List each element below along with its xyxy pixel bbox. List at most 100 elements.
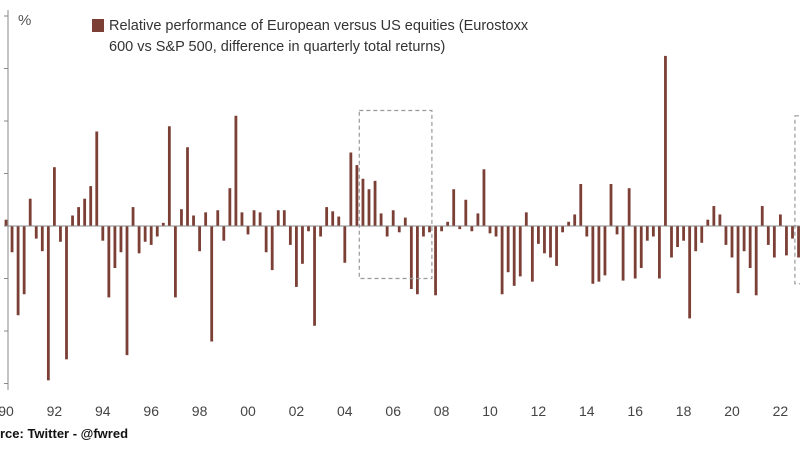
bar [760, 206, 764, 226]
bar [549, 226, 552, 258]
bar [167, 126, 171, 226]
bar [34, 226, 38, 239]
bar [676, 226, 679, 247]
x-tick-label: 06 [385, 403, 401, 419]
bar [71, 215, 74, 226]
x-tick-label: 00 [240, 403, 256, 419]
bar [494, 226, 498, 237]
bar [295, 226, 298, 287]
bar [16, 226, 20, 316]
bar [730, 226, 734, 258]
bar [113, 226, 117, 268]
bar [530, 226, 534, 282]
x-tick-label: 20 [724, 403, 740, 419]
bar [10, 226, 14, 253]
bar [742, 226, 746, 252]
bar [101, 226, 105, 241]
highlight-boxes [358, 109, 800, 285]
bar [452, 189, 456, 226]
bar [772, 226, 776, 258]
bar [627, 188, 631, 226]
bar [609, 184, 613, 226]
bar [373, 180, 377, 226]
bar [543, 226, 546, 254]
bar [518, 226, 522, 277]
bar [137, 226, 141, 254]
bar [301, 226, 304, 264]
x-tick-label: 18 [676, 403, 692, 419]
bar [198, 226, 201, 252]
bar [766, 226, 770, 245]
bar [22, 226, 26, 295]
bar [645, 226, 649, 241]
bar [615, 226, 619, 235]
bar [403, 217, 407, 226]
bar [639, 226, 643, 268]
bar [458, 226, 462, 230]
bar [512, 226, 516, 286]
bar [561, 226, 564, 233]
bar [65, 226, 68, 360]
bar [391, 210, 395, 226]
x-tick-label: 96 [143, 403, 159, 419]
x-tick-label: 02 [289, 403, 305, 419]
bar [89, 186, 93, 226]
bar [464, 199, 468, 226]
bar [46, 226, 50, 381]
bar [246, 226, 250, 235]
bar [186, 147, 189, 226]
bar [270, 226, 274, 271]
bar [748, 226, 752, 268]
bar [325, 207, 329, 226]
bar [361, 178, 365, 226]
bar [367, 189, 371, 226]
bar [488, 226, 492, 234]
bar [694, 226, 698, 252]
bar [718, 214, 722, 226]
bar [658, 226, 661, 279]
bar [4, 219, 8, 226]
bar [506, 226, 510, 273]
bar [397, 226, 401, 233]
bar [591, 226, 595, 284]
bar [192, 215, 195, 226]
bar [77, 207, 80, 226]
bar [736, 226, 740, 294]
bar [416, 226, 419, 295]
bar [331, 211, 335, 226]
bar [343, 226, 347, 263]
bar [149, 226, 153, 245]
bar [633, 226, 637, 279]
x-tick-label: 92 [47, 403, 63, 419]
bar [651, 226, 655, 237]
bar [724, 226, 728, 245]
bar [409, 226, 413, 289]
bar [107, 226, 111, 298]
bar [621, 226, 625, 281]
bar [603, 226, 607, 276]
source-note: rce: Twitter - @fwred [0, 426, 129, 441]
bar [210, 226, 214, 342]
bar [222, 226, 226, 241]
bar [216, 210, 220, 226]
bar [791, 226, 794, 239]
bar [434, 226, 437, 296]
x-tick-label: 90 [0, 403, 14, 419]
bar [476, 213, 480, 226]
bar [797, 226, 800, 258]
bar [288, 226, 292, 245]
y-axis-ticks [4, 15, 8, 384]
bar [482, 169, 486, 226]
x-tick-label: 10 [482, 403, 498, 419]
highlight-box [794, 115, 800, 285]
bar [706, 219, 710, 226]
bar [131, 207, 135, 226]
bar [712, 206, 716, 226]
bar [307, 226, 310, 232]
bar [337, 216, 341, 226]
x-tick-label: 94 [95, 403, 111, 419]
bar [161, 222, 165, 226]
bar [264, 226, 268, 253]
bar [95, 131, 99, 226]
bar [240, 212, 244, 226]
